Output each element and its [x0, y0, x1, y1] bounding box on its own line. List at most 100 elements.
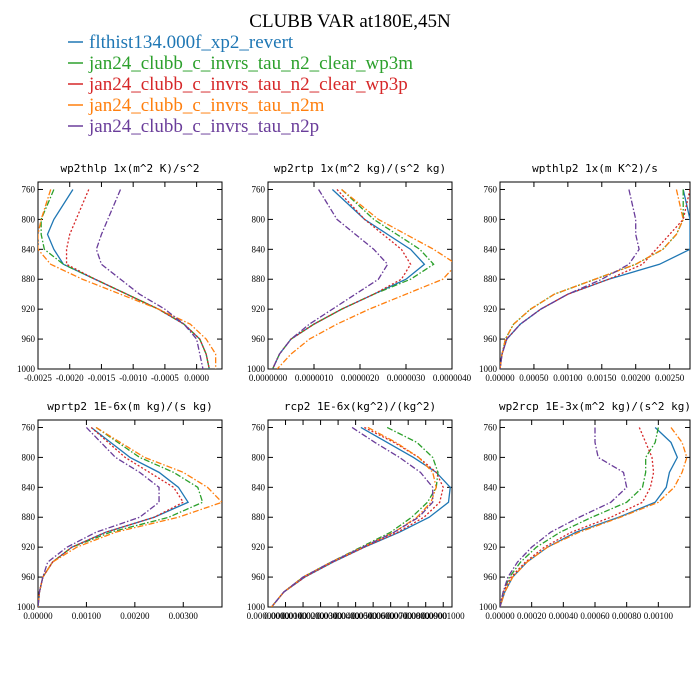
series-line-4	[38, 189, 217, 369]
x-tick-label: -0.0020	[56, 373, 84, 383]
y-tick-label: 960	[484, 572, 498, 582]
panel-4: wprtp2 1E-6x(m kg)/(s kg) 760 800 840 880 920…	[17, 400, 223, 621]
y-tick-label: 920	[252, 304, 266, 314]
y-tick-label: 960	[22, 572, 36, 582]
x-tick-label: 0.00100	[72, 611, 102, 621]
x-tick-label: 0.00000400	[317, 611, 360, 621]
plot-frame	[499, 181, 691, 370]
legend: flthist134.000f_xp2_revert jan24_clubb_c…	[68, 32, 413, 137]
x-tick-label: 0.00000700	[369, 611, 412, 621]
plot-frame	[267, 419, 453, 608]
y-tick-label: 800	[484, 214, 498, 224]
legend-label-5: jan24_clubb_c_invrs_tau_n2p	[88, 116, 319, 137]
x-tick-label: -0.0010	[119, 373, 147, 383]
legend-label-2: jan24_clubb_c_invrs_tau_n2_clear_wp3m	[88, 53, 413, 74]
x-tick-label: 0.00050	[519, 373, 549, 383]
plot-frame	[37, 181, 223, 370]
y-tick-label: 840	[252, 244, 266, 254]
series-line-5	[272, 189, 389, 369]
x-tick-label: 0.00040	[549, 611, 579, 621]
x-tick-label: 0.00000100	[264, 611, 307, 621]
y-tick-label: 1000	[479, 602, 498, 612]
legend-label-1: flthist134.000f_xp2_revert	[89, 32, 294, 53]
y-tick-label: 1000	[247, 602, 266, 612]
y-tick-label: 920	[484, 542, 498, 552]
plot-frame	[267, 181, 453, 370]
x-tick-label: 0.00080	[612, 611, 642, 621]
x-tick-label: 0.00000800	[387, 611, 430, 621]
y-tick-label: 760	[22, 184, 36, 194]
x-tick-label: 0.00100	[644, 611, 674, 621]
y-tick-label: 920	[22, 542, 36, 552]
y-tick-label: 760	[484, 184, 498, 194]
x-tick-label: 0.00300	[169, 611, 199, 621]
x-tick-label: 0.00000200	[282, 611, 325, 621]
series-line-5	[500, 189, 640, 369]
y-tick-label: 880	[252, 512, 266, 522]
series-line-1	[500, 189, 690, 369]
plot-frame	[37, 419, 223, 608]
series-line-2	[40, 189, 210, 369]
panel-title: wp2rcp 1E-3x(m^2 kg)/(s^2 kg)	[499, 400, 691, 413]
series-line-4	[276, 188, 452, 369]
series-line-4	[500, 427, 688, 607]
legend-item: jan24_clubb_c_invrs_tau_n2m	[68, 95, 325, 116]
y-tick-label: 840	[484, 244, 498, 254]
panel-5: rcp2 1E-6x(kg^2)/(kg^2) 760 800 840 880 920 96…	[247, 400, 465, 621]
y-tick-label: 880	[22, 512, 36, 522]
legend-item: jan24_clubb_c_invrs_tau_n2_clear_wp3p	[68, 74, 408, 95]
plot-frame	[499, 419, 691, 608]
legend-item: jan24_clubb_c_invrs_tau_n2p	[68, 116, 319, 137]
series-line-4	[270, 426, 437, 607]
series-line-5	[500, 427, 628, 607]
x-tick-label: -0.0025	[24, 373, 52, 383]
panel-title: wprtp2 1E-6x(m kg)/(s kg)	[47, 400, 213, 413]
y-tick-label: 800	[484, 452, 498, 462]
y-tick-label: 880	[484, 512, 498, 522]
series-line-3	[500, 427, 655, 607]
y-tick-label: 800	[22, 214, 36, 224]
panel-title: wp2thlp 1x(m^2 K)/s^2	[60, 162, 199, 175]
y-tick-label: 960	[252, 572, 266, 582]
x-tick-label: 0.00000600	[352, 611, 395, 621]
y-tick-label: 800	[252, 214, 266, 224]
x-tick-label: 0.00200	[621, 373, 651, 383]
series-line-5	[95, 189, 204, 369]
y-tick-label: 1000	[479, 364, 498, 374]
panel-6: wp2rcp 1E-3x(m^2 kg)/(s^2 kg)760 800 840 88…	[479, 400, 691, 621]
y-tick-label: 920	[484, 304, 498, 314]
y-tick-label: 760	[252, 422, 266, 432]
series-line-4	[500, 189, 684, 369]
y-tick-label: 840	[484, 482, 498, 492]
series-line-3	[270, 426, 444, 607]
y-tick-label: 840	[252, 482, 266, 492]
y-tick-label: 920	[22, 304, 36, 314]
series-line-2	[500, 189, 684, 369]
legend-item: jan24_clubb_c_invrs_tau_n2_clear_wp3m	[68, 53, 413, 74]
figure-title: CLUBB VAR at180E,45N	[249, 11, 451, 32]
y-tick-label: 960	[22, 334, 36, 344]
y-tick-label: 840	[22, 482, 36, 492]
x-tick-label: 0.00000900	[404, 611, 447, 621]
series-line-2	[270, 426, 439, 607]
series-line-5	[38, 427, 160, 607]
series-line-3	[272, 189, 412, 369]
x-tick-label: 0.00060	[580, 611, 610, 621]
y-tick-label: 840	[22, 244, 36, 254]
panel-2: wp2rtp 1x(m^2 kg)/(s^2 kg) 760 800 840 880 92…	[247, 162, 472, 383]
series-line-4	[38, 426, 222, 607]
x-tick-label: 0.0000000	[249, 373, 288, 383]
panel-3: wpthlp2 1x(m K^2)/s 760 800 840 880 920 960 100…	[479, 162, 691, 383]
x-tick-label: 0.00000000	[247, 611, 290, 621]
y-tick-label: 1000	[247, 364, 266, 374]
series-line-3	[38, 426, 185, 607]
x-tick-label: 0.00000500	[334, 611, 377, 621]
y-tick-label: 960	[252, 334, 266, 344]
y-tick-label: 920	[252, 542, 266, 552]
series-line-5	[270, 426, 434, 607]
y-tick-label: 760	[484, 422, 498, 432]
panel-title: rcp2 1E-6x(kg^2)/(kg^2)	[284, 400, 436, 413]
y-tick-label: 800	[252, 452, 266, 462]
y-tick-label: 1000	[17, 364, 36, 374]
